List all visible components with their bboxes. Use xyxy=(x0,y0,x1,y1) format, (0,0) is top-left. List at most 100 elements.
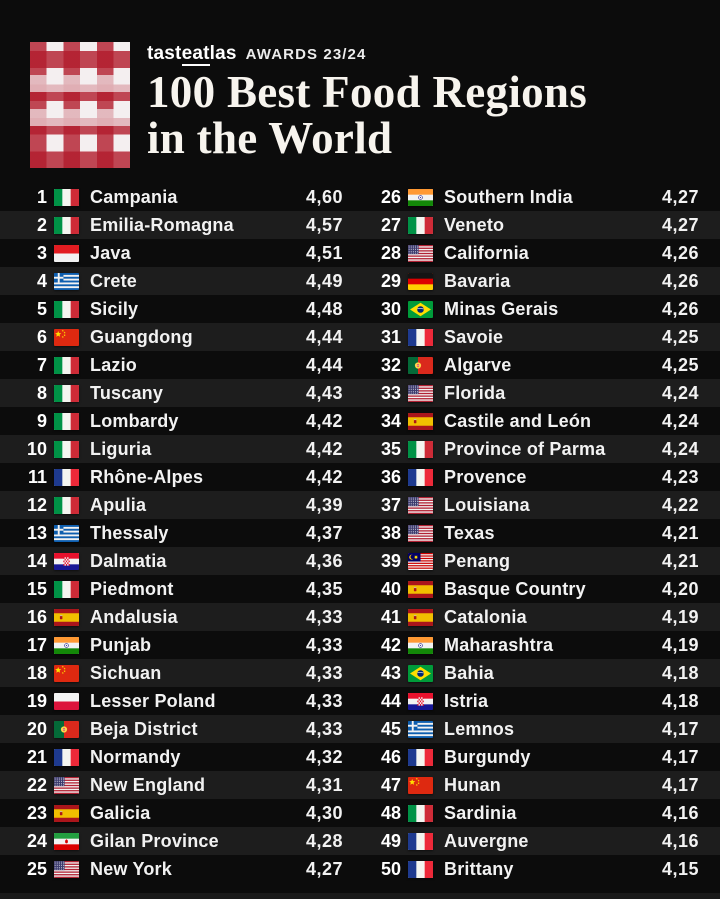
score-value: 4,25 xyxy=(661,354,699,375)
ranking-list: 1 Campania 4,60 26 Southern India 4,27 2… xyxy=(0,183,720,883)
list-item: 13 Thessaly 4,37 xyxy=(0,519,360,547)
region-name: Savoie xyxy=(444,326,504,347)
rank-number: 16 xyxy=(26,606,47,627)
rank-number: 15 xyxy=(26,578,47,599)
list-item: 37 Louisiana 4,22 xyxy=(360,491,720,519)
tasteatlas-gingham-logo xyxy=(30,42,130,168)
rank-number: 10 xyxy=(26,438,47,459)
list-item: 28 California 4,26 xyxy=(360,239,720,267)
list-item: 26 Southern India 4,27 xyxy=(360,183,720,211)
ranking-row: 6 Guangdong 4,44 31 Savoie 4,25 xyxy=(0,323,720,351)
score-value: 4,39 xyxy=(305,494,343,515)
ranking-row: 5 Sicily 4,48 30 Minas Gerais 4,26 xyxy=(0,295,720,323)
region-name: Sicily xyxy=(90,298,139,319)
india-flag-icon xyxy=(408,188,433,206)
region-name: Thessaly xyxy=(90,522,169,543)
list-item: 18 Sichuan 4,33 xyxy=(0,659,360,687)
score-value: 4,43 xyxy=(305,382,343,403)
rank-number: 30 xyxy=(380,298,401,319)
rank-number: 43 xyxy=(380,662,401,683)
italy-flag-icon xyxy=(54,356,79,374)
score-value: 4,49 xyxy=(305,270,343,291)
awards-label: AWARDS 23/24 xyxy=(245,46,367,63)
rank-number: 20 xyxy=(26,718,47,739)
list-item: 39 Penang 4,21 xyxy=(360,547,720,575)
rank-number: 36 xyxy=(380,466,401,487)
rank-number: 46 xyxy=(380,746,401,767)
spain-flag-icon xyxy=(408,608,433,626)
france-flag-icon xyxy=(408,748,433,766)
region-name: Bavaria xyxy=(444,270,511,291)
score-value: 4,27 xyxy=(305,858,343,879)
rank-number: 21 xyxy=(26,746,47,767)
region-name: Province of Parma xyxy=(444,438,606,459)
score-value: 4,17 xyxy=(661,746,699,767)
score-value: 4,36 xyxy=(305,550,343,571)
rank-number: 29 xyxy=(380,270,401,291)
score-value: 4,19 xyxy=(661,606,699,627)
list-item: 45 Lemnos 4,17 xyxy=(360,715,720,743)
region-name: Guangdong xyxy=(90,326,193,347)
india-flag-icon xyxy=(408,636,433,654)
ranking-row: 15 Piedmont 4,35 40 Basque Country 4,20 xyxy=(0,575,720,603)
italy-flag-icon xyxy=(408,804,433,822)
france-flag-icon xyxy=(408,832,433,850)
ranking-row: 18 Sichuan 4,33 43 Bahia 4,18 xyxy=(0,659,720,687)
region-name: Provence xyxy=(444,466,527,487)
rank-number: 9 xyxy=(36,410,47,431)
rank-number: 25 xyxy=(26,858,47,879)
list-item: 21 Normandy 4,32 xyxy=(0,743,360,771)
rank-number: 18 xyxy=(26,662,47,683)
list-item: 15 Piedmont 4,35 xyxy=(0,575,360,603)
usa-flag-icon xyxy=(408,524,433,542)
list-item: 24 Gilan Province 4,28 xyxy=(0,827,360,855)
region-name: Basque Country xyxy=(444,578,586,599)
rank-number: 22 xyxy=(26,774,47,795)
region-name: Penang xyxy=(444,550,511,571)
list-item: 48 Sardinia 4,16 xyxy=(360,799,720,827)
list-item: 25 New York 4,27 xyxy=(0,855,360,883)
score-value: 4,33 xyxy=(305,606,343,627)
score-value: 4,33 xyxy=(305,634,343,655)
china-flag-icon xyxy=(54,328,79,346)
list-item: 14 Dalmatia 4,36 xyxy=(0,547,360,575)
score-value: 4,22 xyxy=(661,494,699,515)
portugal-flag-icon xyxy=(408,356,433,374)
region-name: Castile and León xyxy=(444,410,592,431)
rank-number: 31 xyxy=(380,326,401,347)
france-flag-icon xyxy=(54,468,79,486)
list-item: 3 Java 4,51 xyxy=(0,239,360,267)
region-name: Galicia xyxy=(90,802,151,823)
brand-line: tasteatlas AWARDS 23/24 xyxy=(147,43,587,66)
rank-number: 19 xyxy=(26,690,47,711)
region-name: Liguria xyxy=(90,438,152,459)
list-item: 19 Lesser Poland 4,33 xyxy=(0,687,360,715)
france-flag-icon xyxy=(54,748,79,766)
rank-number: 49 xyxy=(380,830,401,851)
region-name: Minas Gerais xyxy=(444,298,559,319)
score-value: 4,15 xyxy=(661,858,699,879)
ranking-row: 14 Dalmatia 4,36 39 Penang 4,21 xyxy=(0,547,720,575)
italy-flag-icon xyxy=(408,440,433,458)
score-value: 4,24 xyxy=(661,382,699,403)
score-value: 4,27 xyxy=(661,186,699,207)
list-item: 50 Brittany 4,15 xyxy=(360,855,720,883)
list-item: 20 Beja District 4,33 xyxy=(0,715,360,743)
spain-flag-icon xyxy=(408,412,433,430)
list-item: 5 Sicily 4,48 xyxy=(0,295,360,323)
rank-number: 35 xyxy=(380,438,401,459)
score-value: 4,25 xyxy=(661,326,699,347)
ranking-row: 16 Andalusia 4,33 41 Catalonia 4,19 xyxy=(0,603,720,631)
score-value: 4,51 xyxy=(305,242,343,263)
iran-flag-icon xyxy=(54,832,79,850)
ranking-row: 23 Galicia 4,30 48 Sardinia 4,16 xyxy=(0,799,720,827)
rank-number: 26 xyxy=(380,186,401,207)
score-value: 4,42 xyxy=(305,410,343,431)
china-flag-icon xyxy=(54,664,79,682)
ranking-row: 7 Lazio 4,44 32 Algarve 4,25 xyxy=(0,351,720,379)
ranking-row: 17 Punjab 4,33 42 Maharashtra 4,19 xyxy=(0,631,720,659)
ranking-row: 24 Gilan Province 4,28 49 Auvergne 4,16 xyxy=(0,827,720,855)
list-item: 7 Lazio 4,44 xyxy=(0,351,360,379)
region-name: Southern India xyxy=(444,186,573,207)
